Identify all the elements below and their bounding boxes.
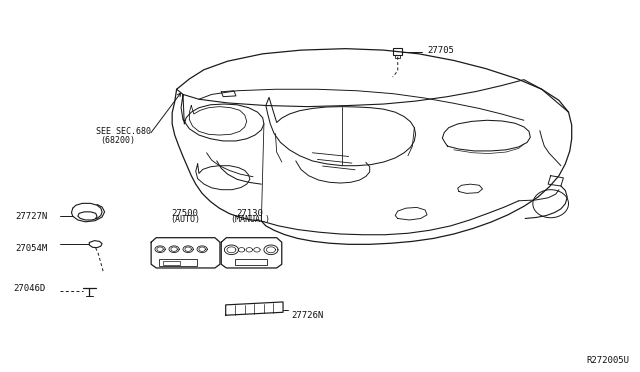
Text: R272005U: R272005U bbox=[586, 356, 629, 365]
Text: 27046D: 27046D bbox=[13, 284, 45, 293]
Text: 27705: 27705 bbox=[427, 46, 454, 55]
Text: 27054M: 27054M bbox=[15, 244, 47, 253]
Text: (MANUAL): (MANUAL) bbox=[230, 215, 270, 224]
Text: 27130: 27130 bbox=[236, 209, 263, 218]
Text: (68200): (68200) bbox=[100, 137, 135, 145]
Text: 27500: 27500 bbox=[172, 209, 198, 218]
Text: 27726N: 27726N bbox=[291, 311, 324, 320]
Text: (AUTO): (AUTO) bbox=[170, 215, 200, 224]
Text: 27727N: 27727N bbox=[15, 212, 47, 221]
Text: SEE SEC.680: SEE SEC.680 bbox=[96, 127, 150, 136]
